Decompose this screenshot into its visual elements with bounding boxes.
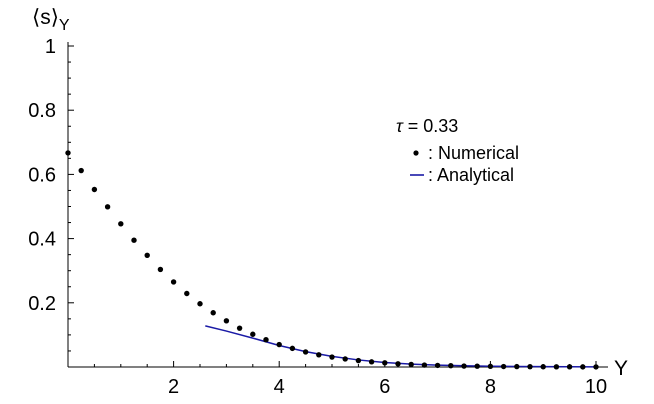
data-point-numerical xyxy=(342,356,348,362)
data-point-numerical xyxy=(289,345,296,352)
data-point-numerical xyxy=(131,237,137,243)
data-point-numerical xyxy=(263,337,269,343)
series-line-analytical xyxy=(205,325,597,368)
y-axis-title: ⟨s⟩Y xyxy=(32,6,70,34)
data-point-numerical xyxy=(514,363,520,370)
x-tick-label: 6 xyxy=(379,376,390,398)
legend-annotation: τ = 0.33 xyxy=(396,116,458,136)
y-tick-label: 0.4 xyxy=(28,229,56,251)
data-point-numerical xyxy=(276,341,282,348)
y-axis-title-subscript: Y xyxy=(59,17,70,34)
data-point-numerical xyxy=(566,364,573,370)
legend-annotation-value: = 0.33 xyxy=(403,116,459,136)
data-point-numerical xyxy=(144,252,150,258)
data-point-numerical xyxy=(593,364,599,370)
data-point-numerical xyxy=(421,362,428,368)
data-point-numerical xyxy=(434,362,441,369)
data-point-numerical xyxy=(316,352,322,358)
data-point-numerical xyxy=(210,310,216,316)
data-point-numerical xyxy=(448,363,454,369)
data-point-numerical xyxy=(157,266,164,273)
x-tick-label: 8 xyxy=(485,376,496,398)
data-point-numerical xyxy=(104,204,111,210)
series-layer xyxy=(65,150,599,370)
data-point-numerical xyxy=(395,361,401,367)
legend-annotation-symbol: τ xyxy=(396,116,404,136)
data-point-numerical xyxy=(474,363,480,369)
legend-numerical-marker xyxy=(413,150,419,156)
data-point-numerical xyxy=(408,361,414,368)
y-tick-label: 0.8 xyxy=(28,100,56,122)
y-tick-label: 0.2 xyxy=(28,293,56,315)
data-point-numerical xyxy=(78,167,84,174)
data-point-numerical xyxy=(500,363,507,370)
legend-layer: τ = 0.33 : Numerical : Analytical xyxy=(396,116,519,185)
y-tick-label: 1 xyxy=(45,36,56,58)
data-point-numerical xyxy=(236,325,243,331)
data-point-numerical xyxy=(540,364,546,370)
legend-analytical-label: : Analytical xyxy=(428,165,514,185)
data-point-numerical xyxy=(91,186,98,193)
data-point-numerical xyxy=(197,301,203,307)
data-point-numerical xyxy=(65,150,71,156)
x-tick-label: 2 xyxy=(168,376,179,398)
data-point-numerical xyxy=(580,364,586,370)
axes-layer: 2 4 6 8 100.20.40.60.81Y⟨s⟩Y xyxy=(28,6,628,398)
y-tick-label: 0.6 xyxy=(28,164,56,186)
data-point-numerical xyxy=(118,221,124,227)
data-point-numerical xyxy=(553,364,560,370)
data-point-numerical xyxy=(329,354,335,360)
y-axis-title-main: ⟨s⟩ xyxy=(32,6,59,29)
x-tick-label: 10 xyxy=(585,376,607,398)
data-point-numerical xyxy=(461,363,467,369)
x-axis-title: Y xyxy=(614,357,628,380)
data-point-numerical xyxy=(184,290,190,297)
data-point-numerical xyxy=(170,279,177,285)
data-point-numerical xyxy=(223,318,230,324)
x-tick-label: 4 xyxy=(274,376,285,398)
data-point-numerical xyxy=(487,363,494,370)
data-point-numerical xyxy=(302,349,309,355)
data-point-numerical xyxy=(355,357,362,364)
data-point-numerical xyxy=(368,359,375,365)
data-point-numerical xyxy=(527,363,533,370)
data-point-numerical xyxy=(382,360,388,366)
legend-numerical-label: : Numerical xyxy=(428,143,519,163)
data-point-numerical xyxy=(250,331,256,337)
